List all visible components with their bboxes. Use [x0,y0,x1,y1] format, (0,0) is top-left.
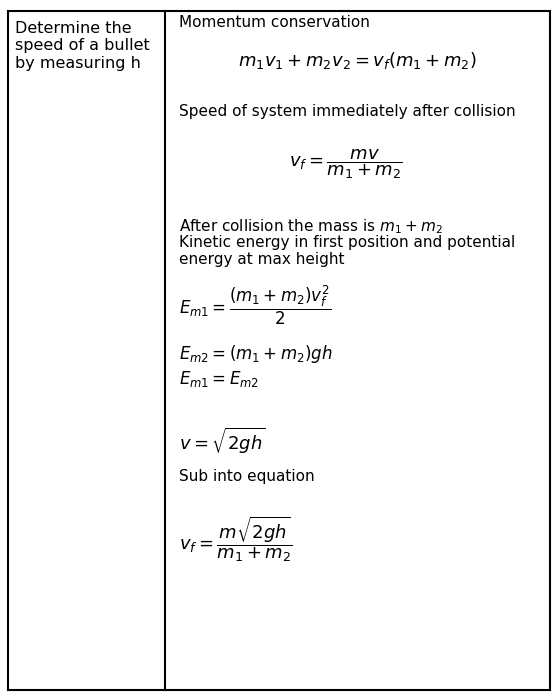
Text: $v = \sqrt{2gh}$: $v = \sqrt{2gh}$ [179,426,265,456]
Text: After collision the mass is $m_1 + m_2$: After collision the mass is $m_1 + m_2$ [179,217,442,236]
Text: $v_f = \dfrac{m\sqrt{2gh}}{m_1 + m_2}$: $v_f = \dfrac{m\sqrt{2gh}}{m_1 + m_2}$ [179,514,292,564]
Text: Speed of system immediately after collision: Speed of system immediately after collis… [179,104,515,118]
Text: energy at max height: energy at max height [179,252,344,267]
Text: $v_f = \dfrac{mv}{m_1 + m_2}$: $v_f = \dfrac{mv}{m_1 + m_2}$ [289,147,403,181]
Text: $m_1v_1 + m_2v_2 = v_f(m_1 + m_2)$: $m_1v_1 + m_2v_2 = v_f(m_1 + m_2)$ [238,50,477,71]
Text: $E_{m1} = \dfrac{(m_1 + m_2)v_f^2}{2}$: $E_{m1} = \dfrac{(m_1 + m_2)v_f^2}{2}$ [179,284,331,327]
Text: Sub into equation: Sub into equation [179,469,314,484]
Text: $E_{m1} = E_{m2}$: $E_{m1} = E_{m2}$ [179,369,259,389]
Text: Determine the
speed of a bullet
by measuring h: Determine the speed of a bullet by measu… [15,21,150,71]
Text: Momentum conservation: Momentum conservation [179,15,369,30]
Text: Kinetic energy in first position and potential: Kinetic energy in first position and pot… [179,234,515,249]
Text: $E_{m2} = (m_1 + m_2)gh$: $E_{m2} = (m_1 + m_2)gh$ [179,343,332,365]
